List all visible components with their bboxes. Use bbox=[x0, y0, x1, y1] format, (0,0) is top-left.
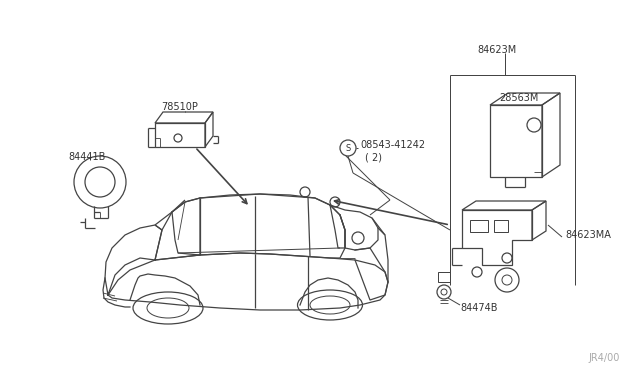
Text: ( 2): ( 2) bbox=[365, 152, 382, 162]
Text: 84623MA: 84623MA bbox=[565, 230, 611, 240]
Text: 84441B: 84441B bbox=[68, 152, 106, 162]
Text: S: S bbox=[346, 144, 351, 153]
Text: 78510P: 78510P bbox=[161, 102, 198, 112]
Text: 08543-41242: 08543-41242 bbox=[360, 140, 425, 150]
Text: 28563M: 28563M bbox=[499, 93, 538, 103]
Text: 84623M: 84623M bbox=[477, 45, 516, 55]
Text: 84474B: 84474B bbox=[460, 303, 497, 313]
Text: JR4/00: JR4/00 bbox=[588, 353, 620, 363]
